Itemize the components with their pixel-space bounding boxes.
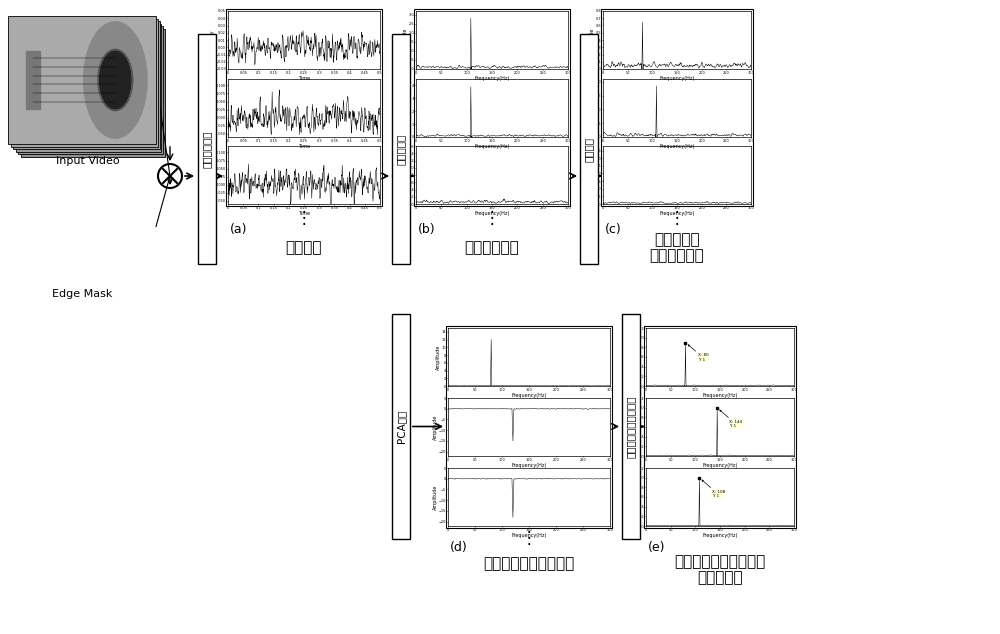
Text: 傅里叶变换: 傅里叶变换 (396, 133, 406, 165)
Text: 振动信号: 振动信号 (286, 240, 322, 256)
Text: 振动信号提取: 振动信号提取 (202, 130, 212, 168)
Bar (10, 18, 158, 146)
Bar (601, 9, 753, 206)
Bar (226, 9, 382, 206)
Bar (622, 314, 640, 539)
Text: 信号的功率谱: 信号的功率谱 (465, 240, 519, 256)
Text: Edge Mask: Edge Mask (52, 289, 112, 299)
Bar (16, 23, 161, 152)
Text: (c): (c) (605, 224, 622, 236)
Bar (414, 9, 570, 206)
Text: 一组互补相关的主成分: 一组互补相关的主成分 (483, 557, 575, 571)
Bar (580, 34, 598, 264)
Text: 干扰抑制后: 干扰抑制后 (654, 233, 700, 247)
Text: 主成分选择与频率检测: 主成分选择与频率检测 (626, 395, 636, 458)
Bar (8, 16, 156, 144)
Text: (b): (b) (418, 224, 436, 236)
Bar (392, 34, 410, 264)
Text: Input Video: Input Video (56, 156, 120, 166)
Text: 干扰抑制: 干扰抑制 (584, 136, 594, 162)
Text: (a): (a) (230, 224, 248, 236)
Text: 三个主成分的回归频谱: 三个主成分的回归频谱 (674, 555, 766, 569)
Text: (e): (e) (648, 541, 666, 555)
Text: ⋮: ⋮ (296, 209, 312, 227)
Bar (20, 29, 165, 157)
Text: 信号的功率谱: 信号的功率谱 (650, 249, 704, 264)
Text: ⋮: ⋮ (484, 209, 500, 227)
Text: ⋮: ⋮ (669, 209, 685, 227)
Bar (392, 314, 410, 539)
Bar (18, 26, 163, 154)
Bar (13, 21, 160, 149)
Text: （归一化）: （归一化） (697, 571, 743, 586)
Bar (644, 326, 796, 528)
Text: ⋮: ⋮ (521, 529, 537, 547)
Bar (198, 34, 216, 264)
Text: (d): (d) (450, 541, 468, 555)
Bar (446, 326, 612, 528)
Text: PCA分解: PCA分解 (396, 410, 406, 443)
